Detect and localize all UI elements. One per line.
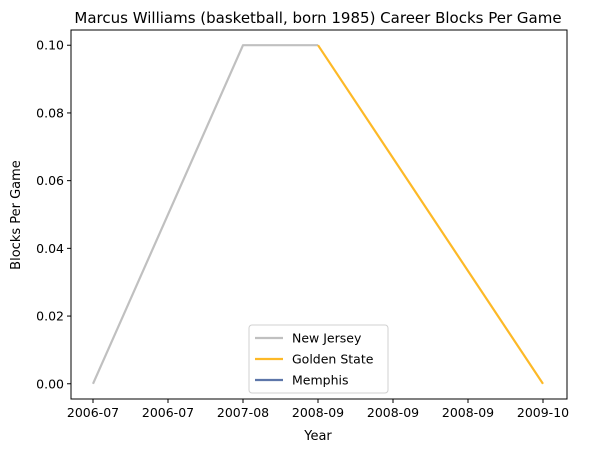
y-tick-label: 0.04 <box>36 241 64 256</box>
y-tick-label: 0.06 <box>36 173 64 188</box>
y-tick-label: 0.00 <box>36 376 64 391</box>
x-tick-label: 2009-10 <box>517 405 569 420</box>
plot-area <box>91 44 544 385</box>
x-tick-label: 2008-09 <box>292 405 344 420</box>
x-tick-label: 2006-07 <box>67 405 119 420</box>
x-tick-label: 2008-09 <box>442 405 494 420</box>
x-tick-label: 2008-09 <box>367 405 419 420</box>
plot-frame <box>70 29 568 400</box>
chart-title: Marcus Williams (basketball, born 1985) … <box>74 9 561 27</box>
x-axis: 2006-07 2006-07 2007-08 2008-09 2008-09 2008-… <box>67 399 569 420</box>
y-tick-label: 0.02 <box>36 309 64 324</box>
series-line-new-jersey <box>91 44 318 385</box>
y-tick-label: 0.10 <box>36 38 64 53</box>
x-tick-label: 2006-07 <box>142 405 194 420</box>
legend-frame <box>248 324 389 394</box>
x-tick-label: 2007-08 <box>217 405 269 420</box>
y-tick-label: 0.08 <box>36 105 64 120</box>
series-line-golden-state <box>317 44 544 385</box>
y-axis-title: Blocks Per Game <box>9 160 24 270</box>
legend: New Jersey Golden State Memphis <box>248 324 389 394</box>
y-axis: 0.00 0.02 0.04 0.06 0.08 0.10 <box>36 38 71 391</box>
legend-label: New Jersey <box>292 331 362 346</box>
legend-label: Memphis <box>292 373 349 388</box>
legend-label: Golden State <box>292 352 374 367</box>
x-axis-title: Year <box>303 429 332 444</box>
